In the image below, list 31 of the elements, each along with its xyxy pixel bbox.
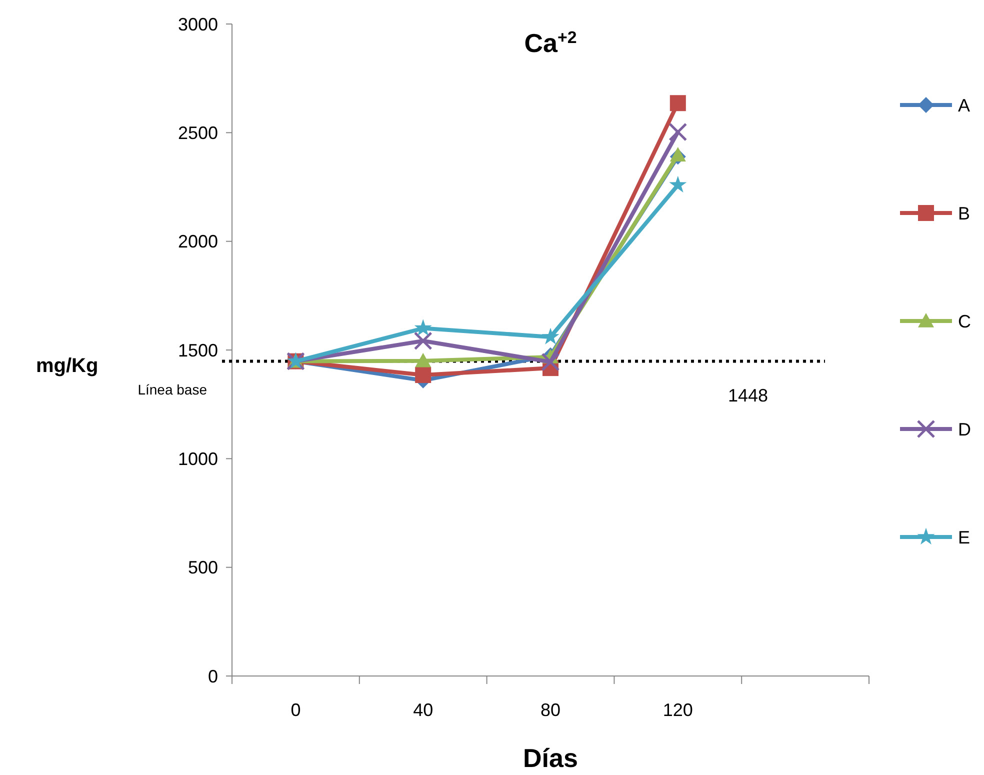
y-tick-label: 0 [208, 666, 218, 686]
x-axis-title: Días [523, 743, 578, 773]
ref-line-label: 1448 [728, 385, 768, 406]
point [669, 176, 687, 192]
point [542, 328, 560, 344]
x-tick-label: 120 [662, 700, 693, 720]
y-tick-label: 3000 [178, 14, 218, 34]
point [415, 352, 432, 368]
point [670, 147, 686, 162]
y-tick-label: 2500 [178, 122, 218, 143]
legend-label: A [958, 95, 970, 116]
y-tick-label: 500 [188, 558, 218, 578]
legend-label: C [958, 311, 971, 332]
point [415, 366, 432, 383]
legend-label: B [958, 203, 970, 224]
y-axis-title: mg/Kg [36, 355, 98, 377]
y-tick-label: 1500 [178, 340, 218, 360]
y-tick-label: 2000 [178, 232, 218, 252]
point [414, 319, 432, 336]
y-tick-label: 1000 [178, 448, 218, 469]
chart-title: Ca$^{+2}$ [524, 28, 577, 58]
point [670, 95, 686, 112]
x-tick-label: 40 [413, 700, 434, 720]
text: Línea base [138, 381, 208, 398]
x-tick-label: 0 [290, 700, 301, 720]
point [414, 332, 432, 350]
legend-label: E [958, 527, 970, 548]
point [668, 122, 688, 142]
legend-label: D [958, 419, 971, 440]
point [541, 352, 560, 372]
x-tick-label: 80 [540, 700, 561, 720]
